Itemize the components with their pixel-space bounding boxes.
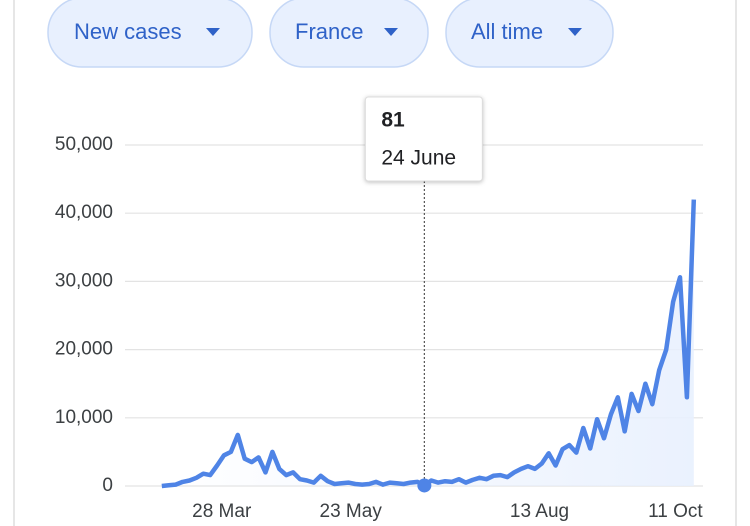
chip-label[interactable]: All time bbox=[471, 19, 543, 44]
line-area bbox=[161, 199, 694, 486]
filter-chip[interactable]: All time bbox=[445, 0, 614, 68]
tooltip-date: 24 June bbox=[381, 147, 456, 170]
y-tick-label: 0 bbox=[102, 475, 113, 496]
tooltip-box bbox=[364, 96, 483, 182]
chip-label[interactable]: France bbox=[295, 19, 363, 44]
y-tick-label: 30,000 bbox=[55, 270, 113, 291]
tooltip-value: 81 bbox=[381, 109, 405, 132]
filter-chip[interactable]: New cases bbox=[47, 0, 253, 68]
dropdown-arrow[interactable] bbox=[384, 28, 398, 36]
y-tick-label: 20,000 bbox=[55, 339, 113, 360]
x-tick-label: 11 Oct bbox=[648, 501, 703, 522]
dropdown-arrow[interactable] bbox=[568, 28, 582, 36]
x-tick-label: 13 Aug bbox=[510, 501, 569, 522]
chip-label[interactable]: New cases bbox=[74, 19, 182, 44]
hover-point bbox=[417, 478, 432, 493]
filter-chip[interactable]: France bbox=[269, 0, 429, 68]
y-tick-label: 10,000 bbox=[55, 407, 113, 428]
chip-background[interactable] bbox=[269, 0, 429, 68]
y-tick-label: 40,000 bbox=[55, 202, 113, 223]
chip-background[interactable] bbox=[445, 0, 614, 68]
y-tick-label: 50,000 bbox=[55, 134, 113, 155]
x-tick-label: 28 Mar bbox=[192, 501, 252, 522]
x-tick-label: 23 May bbox=[320, 501, 383, 522]
dropdown-arrow[interactable] bbox=[206, 28, 220, 36]
chip-background[interactable] bbox=[47, 0, 253, 68]
